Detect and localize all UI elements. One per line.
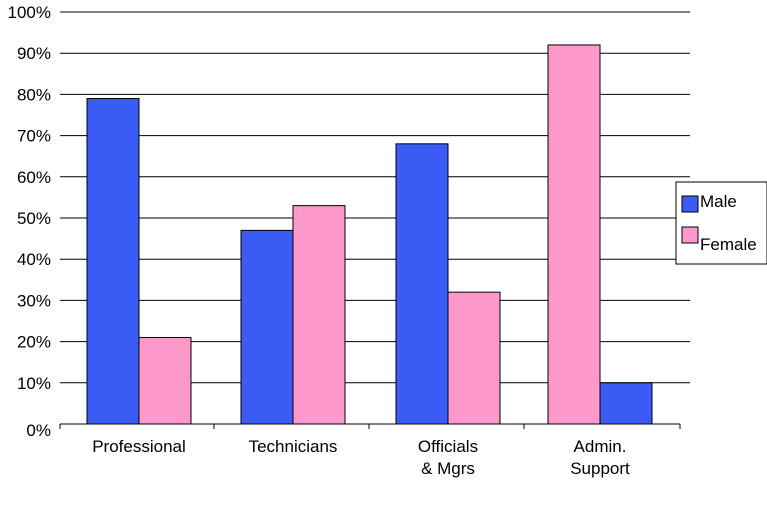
x-category-label: & Mgrs	[421, 459, 475, 478]
y-tick-label: 60%	[17, 168, 51, 187]
x-axis-categories: Professional Technicians Officials & Mgrs Ad…	[59, 424, 681, 478]
bar-female-0	[138, 336, 192, 425]
bar-female-3	[547, 44, 601, 425]
y-tick-label: 0%	[26, 421, 51, 440]
y-tick-label: 80%	[17, 85, 51, 104]
bar-female-1	[292, 205, 346, 425]
y-tick-label: 10%	[17, 374, 51, 393]
bar-male-0	[86, 98, 140, 425]
y-tick-label: 100%	[8, 3, 51, 22]
bar-male-1	[240, 229, 294, 425]
legend-label-male: Male	[700, 192, 737, 211]
bar-male-3	[599, 382, 653, 425]
y-tick-label: 40%	[17, 250, 51, 269]
legend: Male Female	[675, 181, 767, 265]
legend-label-female: Female	[700, 235, 757, 254]
x-category-label: Technicians	[249, 437, 338, 456]
x-category-label: Professional	[92, 437, 186, 456]
y-tick-label: 70%	[17, 127, 51, 146]
y-axis-ticks: 0% 10% 20% 30% 40% 50% 60% 70% 80% 90% 100%	[8, 3, 51, 440]
x-category-label: Admin.	[574, 437, 627, 456]
y-tick-label: 90%	[17, 44, 51, 63]
bar-male-2	[395, 143, 449, 425]
legend-swatch-female	[681, 226, 699, 244]
bars	[86, 44, 653, 425]
y-tick-label: 30%	[17, 291, 51, 310]
legend-swatch-male	[681, 195, 699, 213]
bar-female-2	[447, 291, 501, 425]
y-tick-label: 20%	[17, 333, 51, 352]
x-category-label: Officials	[418, 437, 478, 456]
y-tick-label: 50%	[17, 209, 51, 228]
x-category-label: Support	[570, 459, 630, 478]
